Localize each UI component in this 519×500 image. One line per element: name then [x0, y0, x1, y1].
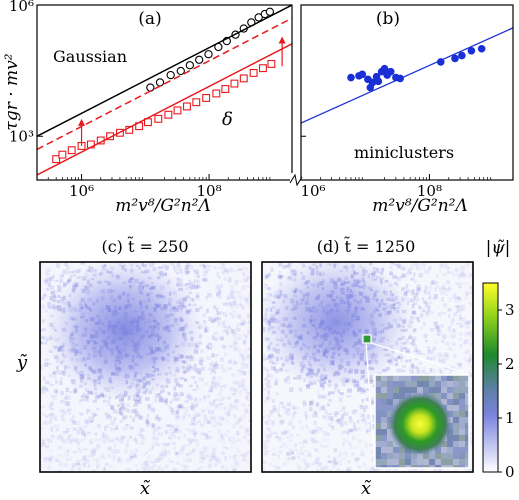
panel-b: 10⁶ 10⁸ (b) miniclusters	[300, 4, 514, 200]
panel-a-xlabel: m²v⁸/G²n²Λ	[115, 196, 211, 216]
miniclusters-annotation: miniclusters	[354, 143, 454, 162]
a-ytick-0: 10⁶	[9, 0, 34, 15]
delta-point-23	[267, 59, 276, 68]
panel-d-xlabel: x̃	[361, 478, 372, 499]
delta-point-20	[239, 74, 248, 83]
panel-a: 10⁶ 10⁸ 10⁶ 10³ (a) Gaussian δ	[9, 0, 293, 200]
delta-point-18	[221, 85, 230, 93]
delta-point-10	[143, 118, 152, 127]
panel-a-ylabel: τgr · mv²	[2, 53, 22, 130]
minicluster-point-2	[358, 70, 367, 79]
delta-point-16	[202, 94, 211, 102]
a-ytick-1: 10³	[9, 127, 34, 145]
gaussian-point-1	[155, 78, 165, 87]
gaussian-point-12	[254, 13, 263, 22]
fit-line-3	[37, 17, 292, 151]
colorbar-tick-0: 3	[505, 301, 515, 319]
gaussian-point-4	[185, 61, 195, 70]
b-xtick-0: 10⁶	[300, 182, 325, 200]
minicluster-point-17	[467, 46, 476, 55]
panel-a-label: (a)	[138, 9, 161, 29]
delta-point-0	[52, 155, 61, 164]
panel-d-title: (d) t̃ = 1250	[317, 236, 416, 256]
gaussian-point-3	[176, 66, 185, 76]
panel-b-label: (b)	[376, 9, 400, 29]
gaussian-point-5	[195, 55, 204, 64]
shift-arrow-head-0	[78, 118, 86, 126]
panel-b-xlabel: m²v⁸/G²n²Λ	[372, 196, 468, 216]
delta-point-11	[154, 114, 163, 123]
fit-line-2	[37, 5, 292, 137]
delta-point-12	[164, 110, 173, 119]
panel-c-heatmap: (c) t̃ = 250 x̃ ỹ	[16, 236, 252, 499]
shift-arrow-head-1	[278, 36, 286, 44]
colorbar-label: |ψ̃|	[486, 238, 511, 258]
gaussian-annotation: Gaussian	[53, 47, 127, 66]
zoom-inset	[374, 374, 470, 469]
gaussian-point-6	[204, 50, 213, 59]
panel-c-xlabel: x̃	[140, 478, 151, 499]
axis-break-marker	[289, 173, 303, 187]
minicluster-fit-line	[301, 27, 513, 124]
minicluster-point-16	[458, 51, 466, 60]
delta-point-17	[212, 89, 221, 98]
minicluster-point-7	[374, 77, 383, 86]
panel-c-title: (c) t̃ = 250	[101, 236, 188, 256]
colorbar: |ψ̃| 3 2 1 0	[482, 238, 515, 481]
colorbar-tick-2: 1	[505, 409, 515, 427]
delta-point-19	[230, 79, 239, 88]
a-xtick-0: 10⁶	[69, 182, 94, 200]
a-xtick-1: 10⁸	[197, 182, 222, 200]
minicluster-point-18	[477, 44, 486, 53]
delta-point-22	[258, 64, 267, 73]
colorbar-tick-1: 2	[505, 355, 515, 373]
delta-point-14	[183, 102, 191, 111]
b-xtick-1: 10⁸	[417, 182, 442, 200]
minicluster-point-0	[347, 73, 355, 82]
panel-d-heatmap: (d) t̃ = 1250 x̃	[261, 236, 474, 499]
delta-point-21	[249, 68, 258, 77]
minicluster-point-11	[386, 67, 395, 76]
minicluster-point-9	[380, 64, 389, 73]
gaussian-point-2	[166, 70, 175, 80]
delta-point-15	[192, 98, 201, 107]
zoom-marker	[362, 334, 372, 344]
gaussian-point-0	[146, 83, 155, 92]
delta-annotation: δ	[222, 109, 233, 130]
delta-point-2	[67, 146, 76, 155]
minicluster-point-15	[451, 54, 459, 63]
gaussian-point-14	[265, 7, 275, 16]
fit-line-4	[37, 43, 292, 176]
delta-point-13	[173, 106, 182, 115]
minicluster-point-5	[368, 78, 377, 87]
delta-point-1	[58, 150, 67, 159]
colorbar-tick-3: 0	[505, 463, 515, 481]
panel-c-ylabel: ỹ	[16, 352, 28, 373]
